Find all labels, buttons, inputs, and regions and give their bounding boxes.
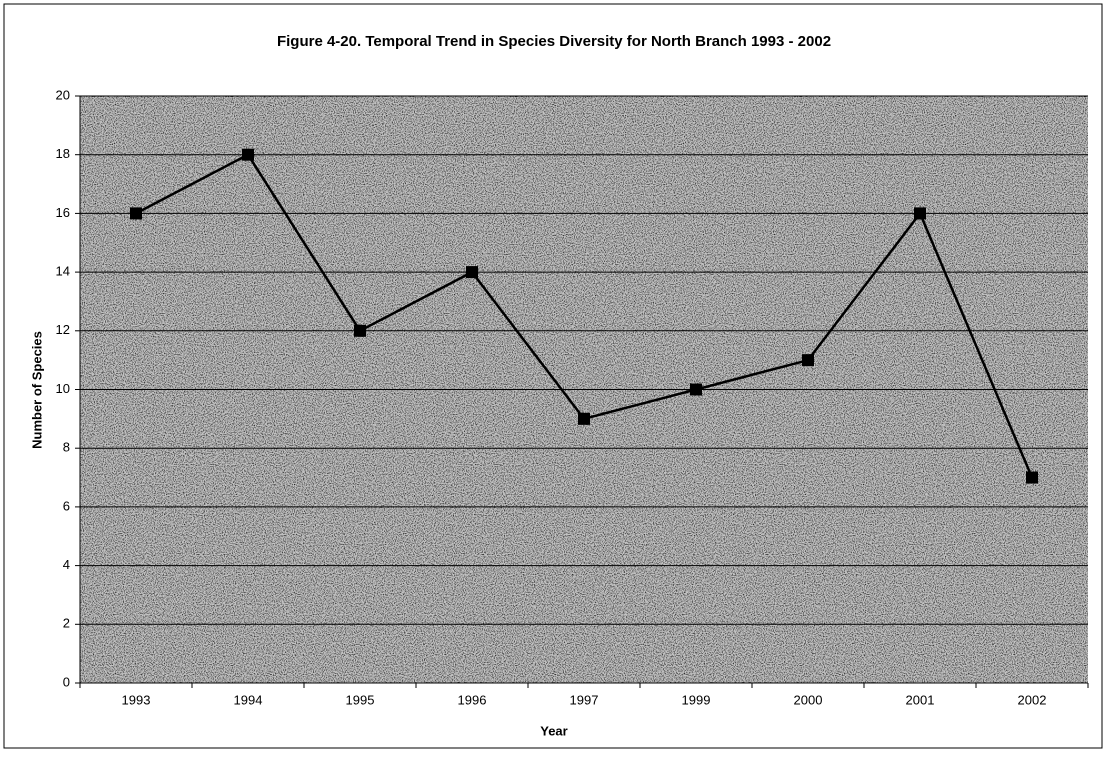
y-tick-label: 2: [63, 616, 70, 631]
y-tick-label: 20: [56, 87, 70, 102]
y-tick-label: 8: [63, 440, 70, 455]
x-tick-label: 2000: [794, 692, 823, 707]
data-marker: [914, 207, 926, 220]
x-tick-label: 2001: [906, 692, 935, 707]
x-tick-label: 1994: [234, 692, 263, 707]
data-marker: [242, 148, 254, 161]
y-tick-label: 16: [56, 205, 70, 220]
data-marker: [1026, 471, 1038, 484]
y-tick-label: 0: [63, 674, 70, 689]
data-marker: [130, 207, 142, 220]
x-tick-label: 1996: [458, 692, 487, 707]
data-marker: [802, 354, 814, 367]
data-marker: [354, 324, 366, 337]
x-tick-label: 1997: [570, 692, 599, 707]
data-marker: [578, 412, 590, 425]
y-tick-label: 4: [63, 557, 70, 572]
y-axis-title: Number of Species: [29, 331, 44, 449]
x-tick-label: 1999: [682, 692, 711, 707]
x-axis-title: Year: [540, 723, 567, 738]
x-tick-label: 1993: [122, 692, 151, 707]
y-tick-label: 12: [56, 322, 70, 337]
x-tick-label: 1995: [346, 692, 375, 707]
y-tick-label: 10: [56, 381, 70, 396]
y-tick-label: 18: [56, 146, 70, 161]
y-tick-label: 14: [56, 264, 70, 279]
data-marker: [466, 266, 478, 279]
x-tick-label: 2002: [1018, 692, 1047, 707]
y-tick-label: 6: [63, 498, 70, 513]
data-marker: [690, 383, 702, 396]
chart-title: Figure 4-20. Temporal Trend in Species D…: [277, 33, 831, 50]
